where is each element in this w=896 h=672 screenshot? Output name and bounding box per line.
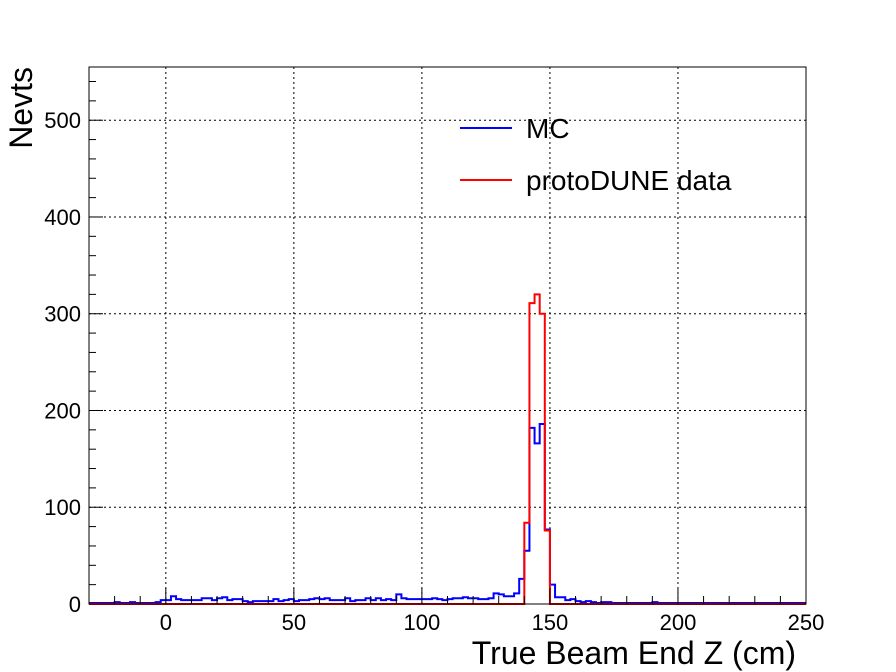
x-axis-title: True Beam End Z (cm)	[472, 635, 796, 671]
y-axis-title: Nevts	[3, 67, 39, 149]
x-tick-label: 100	[404, 610, 441, 635]
x-tick-label: 200	[660, 610, 697, 635]
legend-label-protodune-data: protoDUNE data	[526, 165, 732, 196]
x-tick-label: 50	[282, 610, 306, 635]
legend: MC protoDUNE data	[460, 113, 732, 196]
axis-ticks	[89, 81, 807, 605]
y-tick-label: 200	[44, 398, 81, 423]
legend-label-mc: MC	[526, 113, 570, 144]
x-tick-label: 250	[788, 610, 825, 635]
y-tick-label: 0	[69, 592, 81, 617]
y-tick-label: 500	[44, 108, 81, 133]
y-tick-label: 100	[44, 495, 81, 520]
y-tick-label: 300	[44, 302, 81, 327]
x-tick-label: 0	[160, 610, 172, 635]
x-tick-label: 150	[532, 610, 569, 635]
y-tick-label: 400	[44, 205, 81, 230]
tick-labels: 0 50 100 150 200 250 0 100 200 300 400 500	[44, 108, 824, 635]
